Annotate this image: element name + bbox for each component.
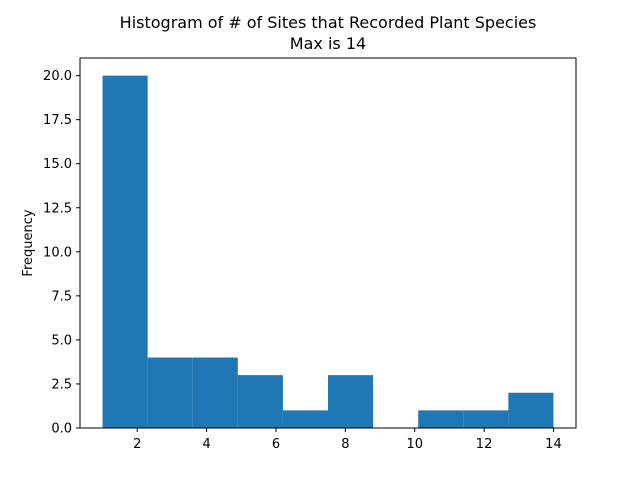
y-tick-label: 20.0	[43, 69, 72, 84]
y-tick-label: 17.5	[43, 113, 72, 128]
x-tick-label: 14	[545, 437, 562, 452]
chart-subtitle: Max is 14	[290, 34, 366, 53]
y-tick-label: 15.0	[43, 157, 72, 172]
histogram-bar	[192, 357, 238, 428]
y-tick-label: 10.0	[43, 245, 72, 260]
histogram-bar	[418, 410, 464, 428]
x-tick-label: 4	[202, 437, 210, 452]
histogram-bar	[282, 410, 328, 428]
y-tick-label: 0.0	[51, 422, 72, 437]
chart-title: Histogram of # of Sites that Recorded Pl…	[120, 13, 537, 32]
x-tick-label: 6	[272, 437, 280, 452]
histogram-bar	[147, 357, 193, 428]
x-tick-label: 8	[341, 437, 349, 452]
plot-frame	[79, 57, 577, 429]
y-tick-label: 2.5	[51, 377, 72, 392]
x-tick-label: 2	[133, 437, 141, 452]
x-tick-label: 12	[476, 437, 493, 452]
histogram-bar	[463, 410, 509, 428]
x-tick-label: 10	[406, 437, 423, 452]
histogram-bars	[102, 75, 554, 428]
y-tick-label: 5.0	[51, 333, 72, 348]
y-axis-label: Frequency	[21, 209, 36, 276]
x-axis: 2 4 6 8 10 12 14	[133, 428, 562, 452]
histogram-bar	[102, 75, 148, 428]
histogram-bar	[328, 375, 374, 428]
histogram-bar	[508, 392, 554, 428]
y-axis: 0.0 2.5 5.0 7.5 10.0 12.5 15.0 17.5 20.0	[43, 69, 80, 437]
histogram-bar	[237, 375, 283, 428]
y-tick-label: 7.5	[51, 289, 72, 304]
y-tick-label: 12.5	[43, 201, 72, 216]
